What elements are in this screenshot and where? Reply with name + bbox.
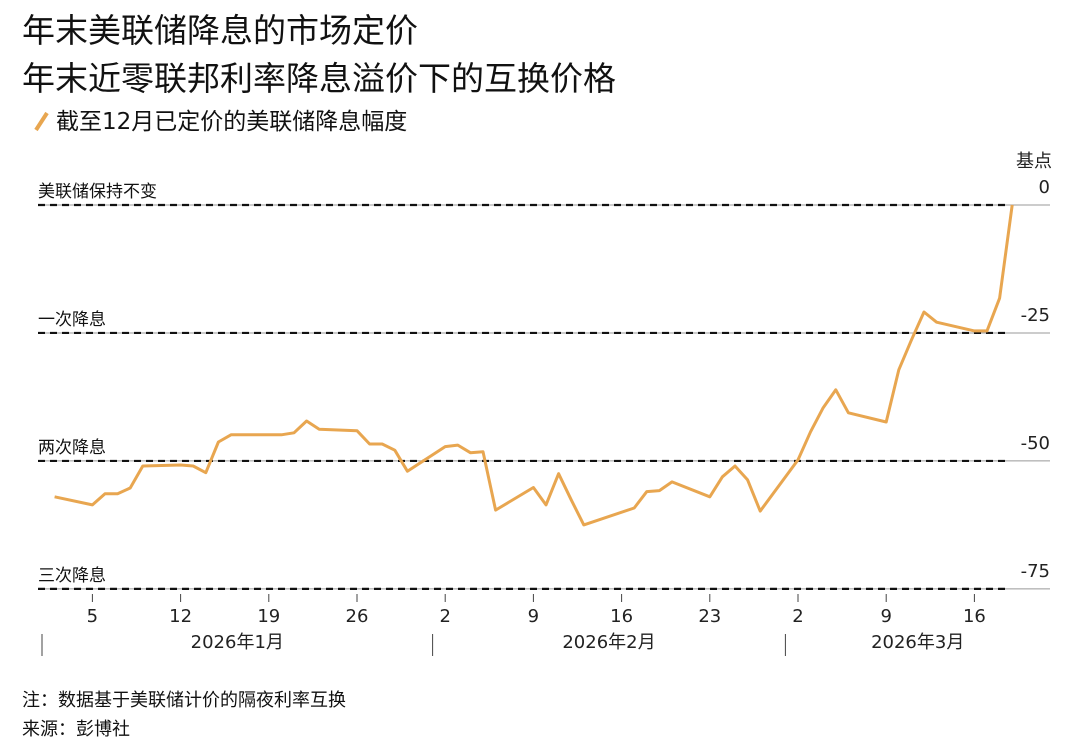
- x-tick-label: 16: [610, 606, 633, 627]
- x-tick-label: 9: [880, 606, 891, 627]
- y-tick-label: -50: [1021, 433, 1050, 454]
- x-tick-label: 9: [528, 606, 539, 627]
- chart-title: 年末美联储降息的市场定价: [22, 11, 418, 50]
- reference-label: 三次降息: [38, 566, 106, 586]
- x-tick-label: 2: [439, 606, 450, 627]
- y-axis-label: 基点: [1016, 151, 1052, 172]
- legend-swatch: [34, 111, 49, 132]
- y-tick-label: -25: [1021, 305, 1050, 326]
- chart-subtitle: 年末近零联邦利率降息溢价下的互换价格: [22, 59, 616, 98]
- x-tick-label: 12: [169, 606, 192, 627]
- x-tick-label: 2: [792, 606, 803, 627]
- source: 来源：彭博社: [22, 719, 130, 740]
- reference-label: 两次降息: [38, 438, 106, 458]
- y-tick-label: -75: [1021, 561, 1050, 582]
- x-tick-label: 16: [963, 606, 986, 627]
- x-tick-label: 23: [698, 606, 721, 627]
- data-line: [54, 204, 1014, 527]
- x-tick-label: 19: [257, 606, 280, 627]
- x-tick-label: 5: [87, 606, 98, 627]
- month-label: 2026年2月: [562, 632, 655, 653]
- month-label: 2026年3月: [871, 632, 964, 653]
- x-tick-label: 26: [346, 606, 369, 627]
- reference-label: 美联储保持不变: [38, 182, 157, 202]
- month-label: 2026年1月: [191, 632, 284, 653]
- legend-label: 截至12月已定价的美联储降息幅度: [56, 109, 407, 135]
- reference-label: 一次降息: [38, 310, 106, 330]
- y-tick-label: 0: [1039, 177, 1050, 198]
- note: 注：数据基于美联储计价的隔夜利率互换: [22, 690, 346, 711]
